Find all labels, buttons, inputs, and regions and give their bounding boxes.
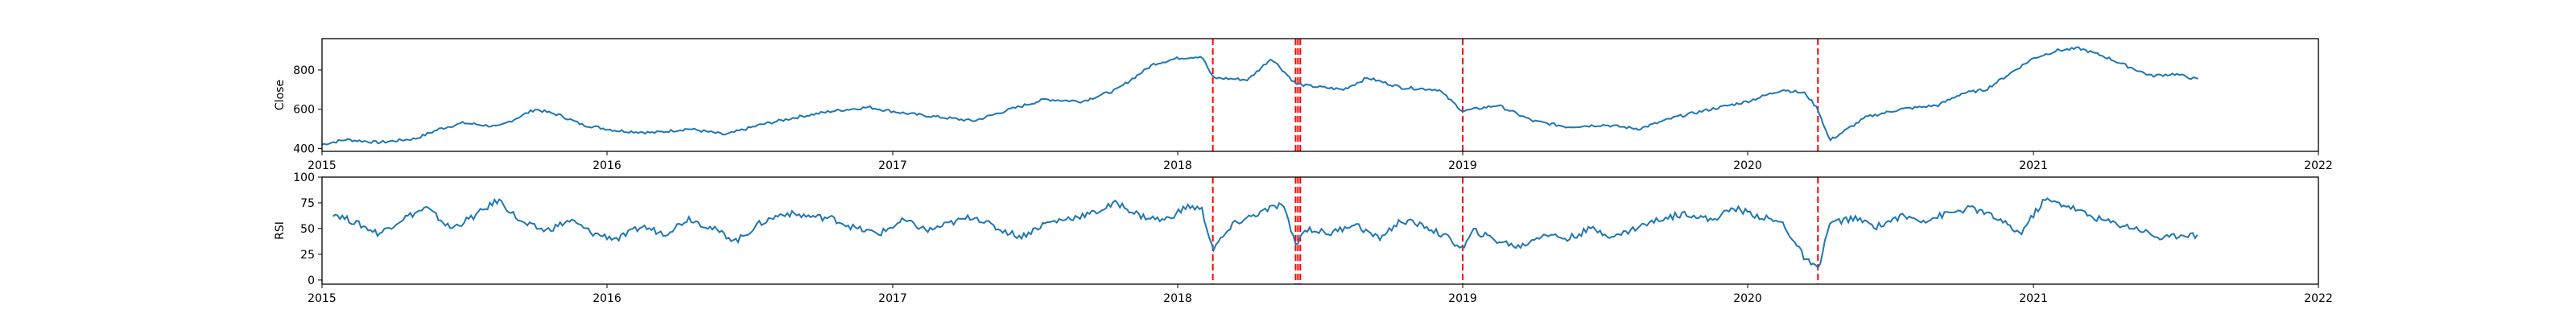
x-tick-label: 2015 bbox=[308, 292, 336, 305]
y-tick-label: 25 bbox=[300, 249, 315, 262]
close-price-line bbox=[321, 46, 2198, 146]
rsi-event-markers bbox=[1212, 177, 1819, 284]
rsi-panel: RSI 2015 2016 2017 2018 2019 2020 2021 2022 0 25 5… bbox=[274, 171, 2333, 305]
x-tick-label: 2018 bbox=[1163, 292, 1192, 305]
x-tick-label: 2019 bbox=[1448, 159, 1477, 172]
x-tick-label: 2018 bbox=[1163, 159, 1192, 172]
close-axis-ticks: 2015 2016 2017 2018 2019 2020 2021 2022 400 600 80… bbox=[293, 64, 2333, 172]
x-tick-label: 2020 bbox=[1733, 292, 1762, 305]
y-tick-label: 75 bbox=[300, 197, 315, 210]
y-tick-label: 0 bbox=[308, 275, 315, 287]
y-tick-label: 600 bbox=[293, 104, 315, 117]
close-plot-frame bbox=[321, 38, 2319, 152]
x-tick-label: 2015 bbox=[308, 159, 336, 172]
rsi-plot-frame bbox=[321, 176, 2319, 285]
rsi-axis-label: RSI bbox=[274, 221, 287, 240]
x-tick-label: 2017 bbox=[878, 159, 907, 172]
close-price-panel: Close 2015 2016 2017 2018 2019 2020 2021 2022 40… bbox=[274, 38, 2333, 172]
rsi-axis-ticks: 2015 2016 2017 2018 2019 2020 2021 2022 0 25 50 75 1… bbox=[293, 171, 2333, 305]
y-tick-label: 50 bbox=[300, 223, 315, 236]
y-tick-label: 100 bbox=[293, 171, 315, 184]
x-tick-label: 2016 bbox=[592, 159, 621, 172]
x-tick-label: 2022 bbox=[2304, 292, 2333, 305]
x-tick-label: 2020 bbox=[1733, 159, 1762, 172]
x-tick-label: 2016 bbox=[592, 292, 621, 305]
rsi-line bbox=[332, 197, 2198, 270]
close-axis-label: Close bbox=[274, 80, 287, 110]
x-tick-label: 2019 bbox=[1448, 292, 1477, 305]
x-tick-label: 2021 bbox=[2019, 159, 2048, 172]
close-event-markers bbox=[1212, 39, 1819, 151]
y-tick-label: 800 bbox=[293, 64, 315, 77]
x-tick-label: 2022 bbox=[2304, 159, 2333, 172]
x-tick-label: 2017 bbox=[878, 292, 907, 305]
x-tick-label: 2021 bbox=[2019, 292, 2048, 305]
y-tick-label: 400 bbox=[293, 142, 315, 155]
